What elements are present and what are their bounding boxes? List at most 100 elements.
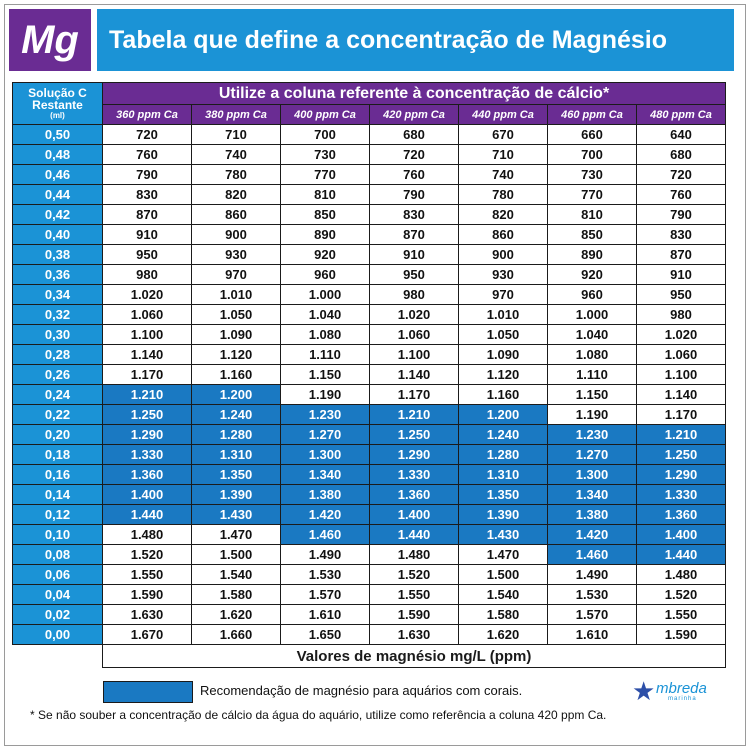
row-label: 0,14 <box>12 484 103 505</box>
table-cell: 640 <box>636 124 726 145</box>
table-cell: 1.060 <box>636 344 726 365</box>
row-label: 0,22 <box>12 404 103 425</box>
row-label: 0,16 <box>12 464 103 485</box>
table-cell: 1.010 <box>191 284 281 305</box>
table-row: 0,08 1.520 1.500 1.490 1.480 1.470 1.460 1.440 <box>12 544 726 565</box>
row-label: 0,24 <box>12 384 103 405</box>
row-label: 0,26 <box>12 364 103 385</box>
table-cell: 920 <box>547 264 637 285</box>
table-cell: 1.420 <box>547 524 637 545</box>
footnote: * Se não souber a concentração de cálcio… <box>30 708 607 722</box>
table-row: 0,02 1.630 1.620 1.610 1.590 1.580 1.570 1.550 <box>12 604 726 625</box>
table-cell: 770 <box>547 184 637 205</box>
table-cell: 950 <box>369 264 459 285</box>
table-cell: 1.590 <box>369 604 459 625</box>
table-cell: 1.290 <box>636 464 726 485</box>
row-label: 0,36 <box>12 264 103 285</box>
table-cell: 670 <box>458 124 548 145</box>
table-cell: 1.170 <box>369 384 459 405</box>
column-header: 460 ppm Ca <box>547 104 637 125</box>
table-cell: 1.020 <box>369 304 459 325</box>
table-cell: 1.490 <box>547 564 637 585</box>
table-cell: 1.380 <box>547 504 637 525</box>
table-cell: 1.340 <box>280 464 370 485</box>
row-label: 0,00 <box>12 624 103 645</box>
table-cell: 1.470 <box>458 544 548 565</box>
table-cell: 980 <box>636 304 726 325</box>
table-cell: 1.460 <box>547 544 637 565</box>
table-cell: 1.230 <box>547 424 637 445</box>
corner-label: Solução C Restante <box>28 86 87 112</box>
table-cell: 730 <box>280 144 370 165</box>
table-cell: 1.050 <box>458 324 548 345</box>
table-cell: 1.520 <box>636 584 726 605</box>
table-cell: 1.120 <box>458 364 548 385</box>
table-cell: 1.480 <box>102 524 192 545</box>
row-label: 0,10 <box>12 524 103 545</box>
table-cell: 710 <box>458 144 548 165</box>
page-frame <box>4 4 746 746</box>
table-row: 0,38 950 930 920 910 900 890 870 <box>12 244 726 265</box>
table-cell: 680 <box>636 144 726 165</box>
table-cell: 1.400 <box>102 484 192 505</box>
table-row: 0,10 1.480 1.470 1.460 1.440 1.430 1.420 1.400 <box>12 524 726 545</box>
table-cell: 850 <box>547 224 637 245</box>
legend-text: Recomendação de magnésio para aquários c… <box>200 683 523 698</box>
table-cell: 780 <box>191 164 281 185</box>
table-cell: 1.630 <box>369 624 459 645</box>
table-cell: 920 <box>280 244 370 265</box>
table-cell: 1.200 <box>191 384 281 405</box>
table-cell: 1.500 <box>458 564 548 585</box>
table-cell: 1.060 <box>369 324 459 345</box>
table-cell: 700 <box>547 144 637 165</box>
table-cell: 1.390 <box>458 504 548 525</box>
table-cell: 660 <box>547 124 637 145</box>
table-cell: 1.000 <box>547 304 637 325</box>
table-cell: 1.270 <box>547 444 637 465</box>
table-cell: 1.330 <box>369 464 459 485</box>
table-cell: 970 <box>458 284 548 305</box>
table-cell: 1.650 <box>280 624 370 645</box>
table-cell: 1.620 <box>191 604 281 625</box>
table-cell: 960 <box>547 284 637 305</box>
row-label: 0,50 <box>12 124 103 145</box>
table-cell: 740 <box>191 144 281 165</box>
title-bar: Tabela que define a concentração de Magn… <box>97 9 734 71</box>
table-cell: 1.210 <box>369 404 459 425</box>
table-row: 0,28 1.140 1.120 1.110 1.100 1.090 1.080 1.060 <box>12 344 726 365</box>
table-cell: 790 <box>102 164 192 185</box>
table-cell: 680 <box>369 124 459 145</box>
table-cell: 1.480 <box>636 564 726 585</box>
table-row: 0,48 760 740 730 720 710 700 680 <box>12 144 726 165</box>
table-cell: 1.610 <box>280 604 370 625</box>
table-cell: 1.570 <box>547 604 637 625</box>
table-cell: 1.590 <box>102 584 192 605</box>
table-cell: 980 <box>102 264 192 285</box>
table-cell: 1.310 <box>458 464 548 485</box>
table-cell: 1.170 <box>102 364 192 385</box>
table-cell: 890 <box>547 244 637 265</box>
table-cell: 830 <box>636 224 726 245</box>
table-cell: 1.250 <box>102 404 192 425</box>
table-cell: 1.530 <box>547 584 637 605</box>
table-row: 0,04 1.590 1.580 1.570 1.550 1.540 1.530 1.520 <box>12 584 726 605</box>
table-cell: 1.400 <box>636 524 726 545</box>
table-cell: 1.200 <box>458 404 548 425</box>
row-label: 0,20 <box>12 424 103 445</box>
table-row: 0,06 1.550 1.540 1.530 1.520 1.500 1.490 1.480 <box>12 564 726 585</box>
table-cell: 830 <box>369 204 459 225</box>
table-row: 0,20 1.290 1.280 1.270 1.250 1.240 1.230 1.210 <box>12 424 726 445</box>
table-cell: 1.160 <box>191 364 281 385</box>
table-row: 0,36 980 970 960 950 930 920 910 <box>12 264 726 285</box>
column-header: 380 ppm Ca <box>191 104 281 125</box>
table-cell: 1.090 <box>458 344 548 365</box>
table-row: 0,34 1.020 1.010 1.000 980 970 960 950 <box>12 284 726 305</box>
table-cell: 930 <box>191 244 281 265</box>
table-cell: 1.520 <box>369 564 459 585</box>
column-header: 360 ppm Ca <box>102 104 192 125</box>
table-cell: 1.540 <box>191 564 281 585</box>
table-cell: 1.080 <box>280 324 370 345</box>
table-cell: 830 <box>102 184 192 205</box>
table-cell: 1.250 <box>369 424 459 445</box>
table-cell: 1.190 <box>547 404 637 425</box>
